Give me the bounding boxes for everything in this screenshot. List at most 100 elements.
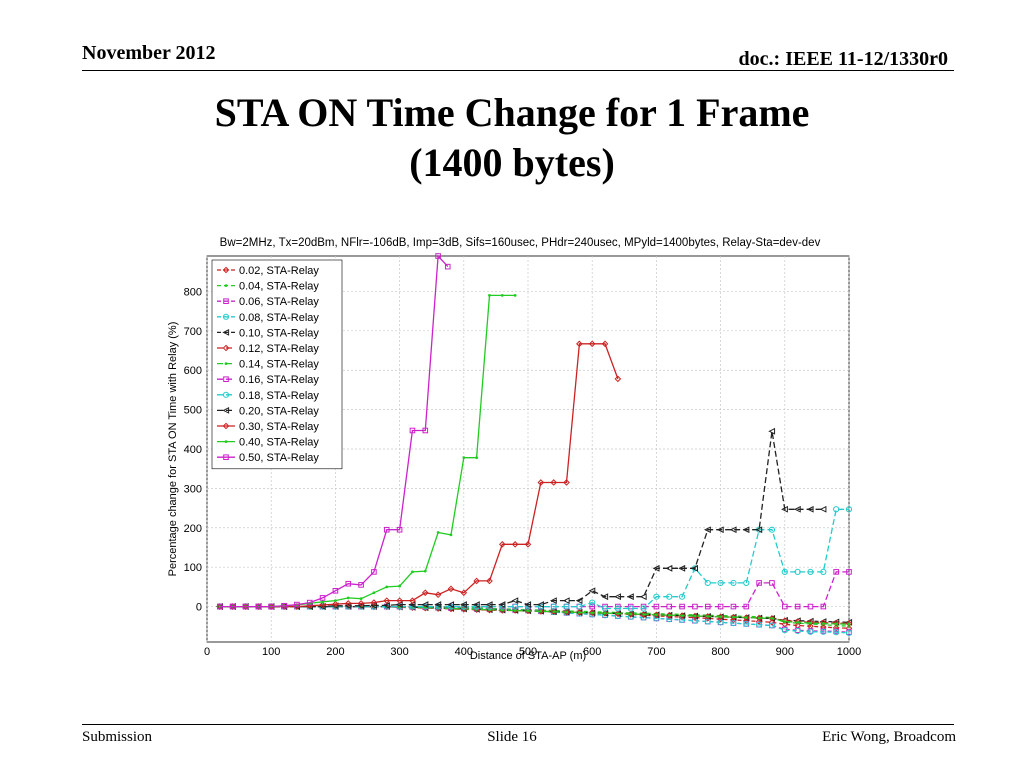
- data-point: [590, 611, 594, 615]
- data-point: [627, 605, 634, 612]
- data-point: [460, 601, 467, 608]
- chart-grid: [206, 256, 850, 642]
- data-point: [460, 589, 468, 597]
- data-point: [334, 599, 337, 603]
- footer-rule: [82, 724, 954, 725]
- data-point: [563, 479, 570, 486]
- data-point: [691, 564, 699, 572]
- data-point: [409, 427, 416, 434]
- data-point: [794, 627, 801, 635]
- footer-submission: Submission: [82, 729, 153, 745]
- data-point: [744, 616, 748, 619]
- data-point: [717, 613, 724, 621]
- data-point: [729, 526, 737, 534]
- data-point: [577, 611, 581, 614]
- data-point: [499, 541, 506, 548]
- legend-marker: [223, 376, 229, 382]
- legend-entry: 0.08, STA-Relay: [239, 312, 319, 324]
- data-point: [768, 615, 776, 622]
- data-point: [833, 629, 840, 636]
- chart-title: Bw=2MHz, Tx=20dBm, NFlr=-106dB, Imp=3dB,…: [220, 237, 821, 249]
- x-axis-label: Distance of STA-AP (m): [470, 650, 586, 662]
- x-axis-ticks: 0 100 200 300 400 500 600 700 800 900 1000: [204, 646, 861, 658]
- data-point: [652, 564, 660, 572]
- data-point: [576, 603, 583, 610]
- data-point: [588, 609, 596, 617]
- legend-entry: 0.40, STA-Relay: [239, 437, 319, 449]
- data-point: [576, 340, 583, 348]
- data-point: [781, 568, 788, 575]
- chart-series: [216, 253, 853, 637]
- data-point: [769, 580, 775, 586]
- data-point: [344, 600, 352, 607]
- data-point: [667, 613, 671, 617]
- header-rule: [82, 70, 954, 71]
- x-tick-label: 1000: [837, 646, 861, 658]
- y-tick-label: 0: [196, 602, 202, 614]
- data-point: [601, 609, 609, 617]
- data-point: [552, 610, 556, 614]
- data-point: [614, 375, 622, 383]
- data-point: [742, 526, 750, 534]
- data-point: [832, 619, 840, 627]
- data-point: [743, 603, 750, 610]
- data-point: [537, 479, 545, 486]
- x-tick-label: 500: [519, 646, 537, 658]
- data-point: [639, 593, 647, 601]
- data-point: [834, 622, 838, 626]
- data-point: [730, 579, 737, 587]
- slide-title-line2: (1400 bytes): [409, 140, 615, 185]
- data-point: [845, 506, 853, 513]
- data-point: [603, 611, 607, 615]
- y-tick-label: 700: [184, 326, 202, 338]
- data-point: [306, 599, 313, 606]
- legend-box: [211, 259, 343, 470]
- data-point: [653, 593, 660, 600]
- data-point: [281, 602, 287, 609]
- y-tick-label: 800: [184, 286, 202, 298]
- data-point: [371, 569, 377, 575]
- data-point: [806, 505, 814, 513]
- legend-entry: 0.30, STA-Relay: [239, 421, 319, 433]
- data-point: [319, 601, 326, 609]
- line-chart: Bw=2MHz, Tx=20dBm, NFlr=-106dB, Imp=3dB,…: [167, 237, 861, 662]
- legend-marker: [224, 284, 228, 287]
- data-point: [833, 506, 840, 513]
- footer-author: Eric Wong, Broadcom: [822, 729, 956, 745]
- data-point: [807, 603, 814, 610]
- data-point: [847, 622, 851, 626]
- legend-marker: [222, 391, 230, 398]
- data-point: [768, 427, 776, 435]
- data-point: [653, 611, 660, 619]
- data-point: [539, 609, 543, 613]
- data-point: [665, 611, 673, 619]
- data-point: [706, 614, 710, 618]
- data-point: [796, 620, 800, 624]
- data-point: [255, 603, 262, 610]
- data-point: [524, 601, 532, 608]
- data-point: [730, 619, 737, 627]
- y-tick-label: 200: [184, 523, 202, 535]
- x-tick-label: 400: [455, 646, 473, 658]
- data-point: [537, 607, 545, 615]
- data-point: [691, 612, 699, 620]
- data-point: [692, 603, 698, 610]
- data-point: [820, 568, 827, 575]
- data-point: [756, 621, 763, 628]
- y-tick-label: 600: [184, 365, 202, 377]
- data-point: [679, 603, 685, 610]
- data-point: [511, 541, 519, 548]
- legend-entry: 0.04, STA-Relay: [239, 281, 319, 293]
- data-point: [242, 603, 249, 610]
- data-point: [321, 600, 324, 604]
- data-point: [601, 605, 609, 612]
- x-tick-label: 800: [711, 646, 729, 658]
- data-point: [589, 599, 596, 606]
- data-point: [588, 340, 596, 348]
- data-point: [332, 600, 339, 608]
- x-tick-label: 300: [390, 646, 408, 658]
- data-point: [755, 526, 763, 534]
- slide-title: STA ON Time Change for 1 Frame (1400 byt…: [0, 88, 1024, 188]
- data-point: [730, 603, 737, 610]
- data-point: [435, 253, 441, 259]
